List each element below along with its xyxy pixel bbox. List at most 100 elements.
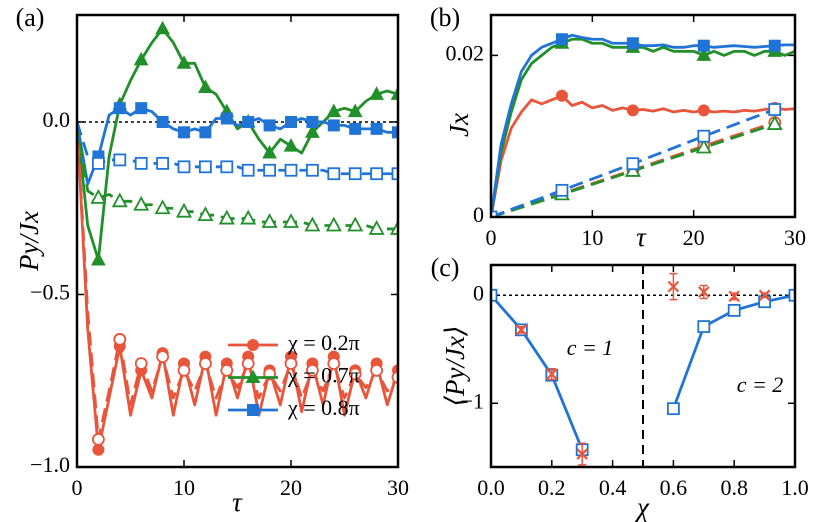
marker bbox=[198, 160, 212, 174]
series-line bbox=[77, 121, 398, 176]
marker bbox=[155, 20, 170, 35]
x-axis-label: τ bbox=[232, 487, 243, 517]
y-axis-label: Jx bbox=[444, 113, 474, 137]
marker bbox=[177, 160, 191, 174]
axes-frame bbox=[75, 13, 400, 469]
x-tick-label: 0.2 bbox=[538, 475, 566, 500]
marker bbox=[91, 251, 106, 266]
x-tick-label: 0 bbox=[72, 475, 83, 500]
annotation: c = 1 bbox=[567, 335, 614, 360]
marker bbox=[198, 79, 213, 93]
marker bbox=[349, 122, 362, 135]
axes-frame bbox=[489, 263, 797, 469]
marker bbox=[263, 119, 276, 132]
x-tick-label: 0.8 bbox=[720, 475, 748, 500]
marker bbox=[348, 167, 362, 181]
marker bbox=[766, 115, 783, 130]
x-tick-label: 0.4 bbox=[599, 475, 627, 500]
marker bbox=[348, 367, 362, 381]
series-line bbox=[491, 37, 795, 217]
plot-area bbox=[491, 33, 795, 217]
marker bbox=[92, 156, 105, 170]
panel-label: (a) bbox=[16, 3, 45, 32]
marker bbox=[370, 167, 384, 181]
marker bbox=[284, 357, 298, 370]
x-tick-label: 20 bbox=[683, 225, 705, 250]
legend-marker bbox=[245, 369, 261, 383]
y-axis-label: Py/Jx bbox=[14, 211, 44, 272]
marker bbox=[370, 363, 384, 377]
marker bbox=[305, 124, 320, 138]
y-axis-label: ⟨Py/Jx⟩ bbox=[440, 325, 470, 406]
x-axis-label: χ bbox=[634, 492, 650, 522]
marker bbox=[113, 102, 126, 115]
marker bbox=[326, 103, 342, 118]
marker bbox=[199, 126, 212, 139]
marker bbox=[369, 86, 384, 100]
y-tick-label: −0.5 bbox=[30, 280, 70, 305]
marker bbox=[111, 192, 128, 208]
marker bbox=[154, 199, 171, 215]
marker bbox=[156, 156, 170, 170]
marker bbox=[133, 195, 150, 211]
marker bbox=[696, 47, 712, 61]
marker bbox=[262, 144, 277, 159]
x-tick-label: 0.0 bbox=[477, 475, 505, 500]
annotation: c = 2 bbox=[737, 372, 784, 397]
marker bbox=[241, 163, 255, 177]
legend-label: χ = 0.8π bbox=[287, 395, 360, 420]
marker bbox=[626, 157, 640, 171]
marker bbox=[218, 209, 235, 225]
marker bbox=[134, 156, 148, 170]
x-tick-label: 30 bbox=[387, 475, 409, 500]
marker bbox=[220, 363, 234, 377]
marker bbox=[156, 350, 170, 363]
marker bbox=[758, 289, 771, 302]
marker bbox=[306, 115, 319, 128]
marker bbox=[261, 213, 278, 228]
marker bbox=[697, 320, 711, 333]
marker bbox=[242, 115, 255, 128]
marker bbox=[728, 290, 740, 303]
y-tick-label: 0.0 bbox=[43, 107, 71, 132]
marker bbox=[389, 220, 398, 235]
marker bbox=[697, 104, 710, 117]
marker bbox=[788, 288, 795, 302]
marker bbox=[156, 115, 169, 128]
marker bbox=[134, 357, 148, 370]
marker bbox=[327, 167, 341, 181]
y-tick-label: 0 bbox=[473, 280, 484, 305]
marker bbox=[576, 448, 588, 460]
marker bbox=[90, 188, 107, 204]
panel-label: (c) bbox=[431, 253, 460, 282]
marker bbox=[546, 368, 558, 380]
series-line bbox=[491, 33, 795, 217]
marker bbox=[176, 55, 192, 69]
series-line bbox=[77, 106, 398, 186]
marker bbox=[695, 138, 712, 154]
x-tick-label: 10 bbox=[581, 225, 603, 250]
marker bbox=[667, 402, 680, 416]
plot-area bbox=[491, 265, 795, 467]
marker bbox=[555, 89, 568, 102]
marker bbox=[220, 112, 233, 125]
series-line bbox=[77, 27, 398, 262]
marker bbox=[515, 324, 528, 336]
legend-marker bbox=[247, 339, 259, 351]
x-tick-label: 0.6 bbox=[660, 475, 688, 500]
marker bbox=[768, 103, 782, 116]
marker bbox=[390, 86, 398, 100]
series-line bbox=[77, 121, 398, 231]
marker bbox=[113, 153, 127, 167]
marker bbox=[491, 288, 498, 302]
x-tick-label: 30 bbox=[784, 225, 806, 250]
marker bbox=[325, 216, 342, 232]
y-tick-label: −1 bbox=[461, 388, 484, 413]
marker bbox=[347, 216, 364, 232]
x-tick-label: 1.0 bbox=[781, 475, 809, 500]
marker bbox=[283, 138, 299, 152]
marker bbox=[697, 39, 710, 52]
marker bbox=[698, 286, 710, 298]
series-line bbox=[77, 121, 398, 452]
marker bbox=[768, 39, 781, 52]
